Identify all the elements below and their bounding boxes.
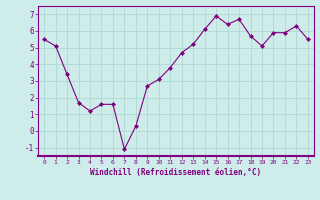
X-axis label: Windchill (Refroidissement éolien,°C): Windchill (Refroidissement éolien,°C)	[91, 168, 261, 177]
